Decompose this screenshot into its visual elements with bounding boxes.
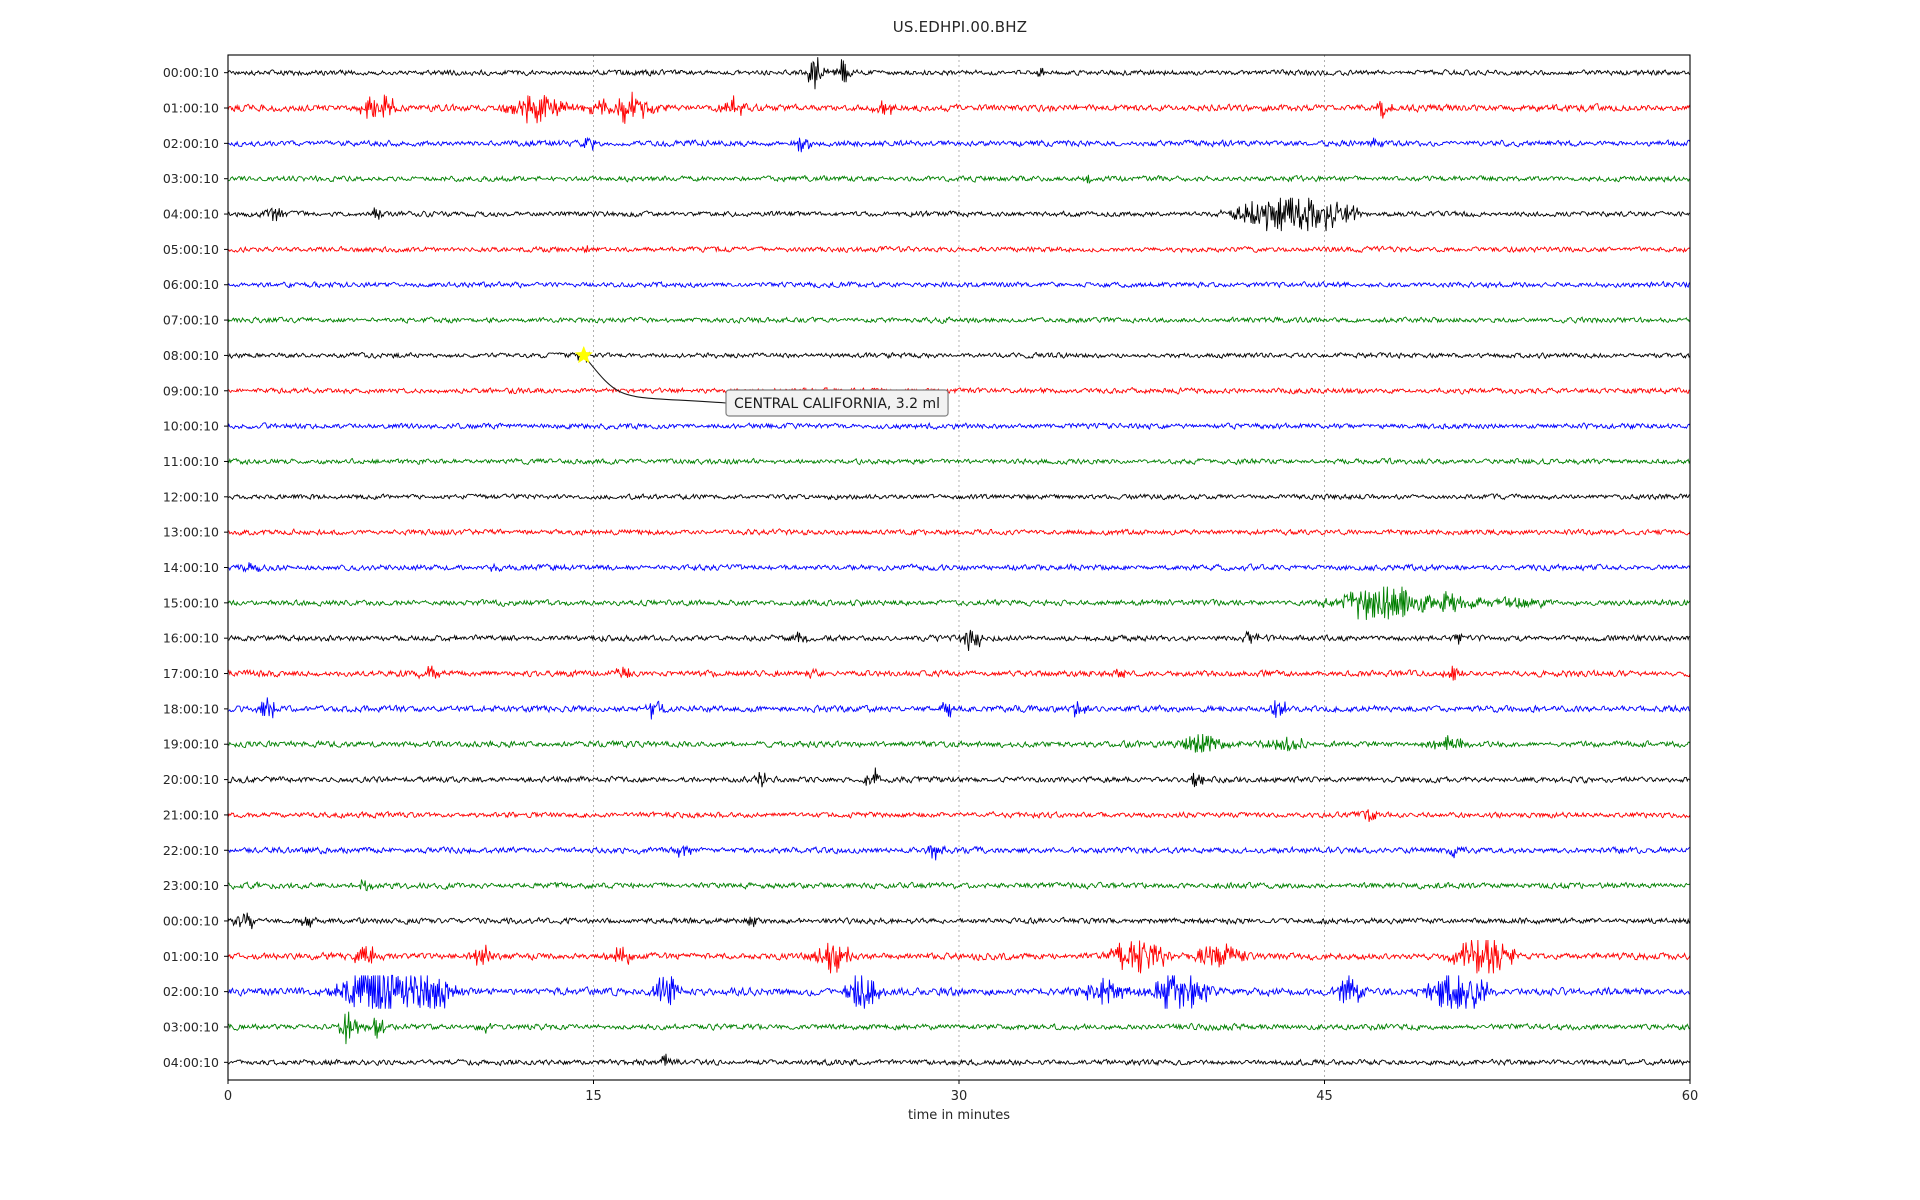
y-tick-label: 14:00:10 [163,560,219,575]
seismic-trace [227,767,1691,788]
seismic-trace [227,1053,1691,1067]
y-tick-label: 21:00:10 [163,807,219,822]
y-tick-label: 16:00:10 [163,631,219,646]
y-tick-label: 03:00:10 [163,171,219,186]
seismic-trace [227,586,1691,620]
seismic-trace [227,974,1691,1009]
event-annotation[interactable]: CENTRAL CALIFORNIA, 3.2 ml [574,345,949,417]
y-tick-label: 07:00:10 [163,313,219,328]
seismic-trace [227,733,1691,753]
y-tick-label: 00:00:10 [163,65,219,80]
seismic-trace [227,316,1691,324]
seismic-trace [227,562,1691,573]
y-tick-label: 02:00:10 [163,136,219,151]
y-axis-ticks: 00:00:10 01:00:10 02:00:10 03:00:10 04:00:10… [163,65,228,1070]
seismic-trace [227,844,1691,861]
seismic-trace [227,912,1691,930]
seismic-trace [227,422,1691,431]
seismic-trace [227,629,1691,652]
seismic-trace [227,174,1691,185]
seismic-trace [227,697,1691,720]
page-title: US.EDHPI.00.BHZ [892,18,1028,36]
y-tick-label: 10:00:10 [163,419,219,434]
seismic-trace [227,809,1691,822]
seismic-trace [227,197,1691,232]
seismic-trace [227,91,1691,124]
seismic-trace [227,1011,1691,1045]
annotation-box [725,389,949,417]
seismic-trace [227,280,1691,289]
y-tick-label: 18:00:10 [163,701,219,716]
seismic-trace [227,939,1691,974]
seismic-trace [227,136,1691,153]
seismic-trace [227,245,1691,254]
y-tick-label: 09:00:10 [163,383,219,398]
y-tick-label: 06:00:10 [163,277,219,292]
seismic-trace [227,386,1691,395]
y-tick-label: 00:00:10 [163,913,219,928]
trace-group [227,57,1691,1067]
y-tick-label: 01:00:10 [163,949,219,964]
y-tick-label: 20:00:10 [163,772,219,787]
y-tick-label: 17:00:10 [163,666,219,681]
seismic-trace [227,351,1691,363]
y-tick-label: 04:00:10 [163,207,219,222]
y-tick-label: 15:00:10 [163,595,219,610]
x-axis-label: time in minutes [907,1108,1011,1123]
y-tick-label: 01:00:10 [163,101,219,116]
seismic-trace [227,57,1691,90]
x-tick-label: 60 [1682,1089,1699,1104]
seismic-trace [227,493,1691,501]
seismic-trace [227,528,1691,537]
annotation-leader-line [583,355,727,404]
y-tick-label: 08:00:10 [163,348,219,363]
x-tick-label: 15 [585,1089,602,1104]
seismic-trace [227,457,1691,466]
x-tick-label: 45 [1316,1089,1333,1104]
event-star-icon[interactable] [574,345,593,364]
x-gridlines [593,55,1325,1080]
y-tick-label: 12:00:10 [163,489,219,504]
x-tick-label: 0 [224,1089,232,1104]
y-tick-label: 13:00:10 [163,525,219,540]
y-tick-label: 23:00:10 [163,878,219,893]
y-tick-label: 03:00:10 [163,1019,219,1034]
y-tick-label: 02:00:10 [163,984,219,999]
y-tick-label: 11:00:10 [163,454,219,469]
y-tick-label: 04:00:10 [163,1055,219,1070]
seismic-trace [227,665,1691,681]
annotation-label: CENTRAL CALIFORNIA, 3.2 ml [734,396,940,412]
y-tick-label: 19:00:10 [163,737,219,752]
y-tick-label: 22:00:10 [163,843,219,858]
x-axis-ticks: 0 15 30 45 60 [224,1080,1698,1104]
y-tick-label: 05:00:10 [163,242,219,257]
x-tick-label: 30 [951,1089,968,1104]
seismic-trace [227,879,1691,892]
